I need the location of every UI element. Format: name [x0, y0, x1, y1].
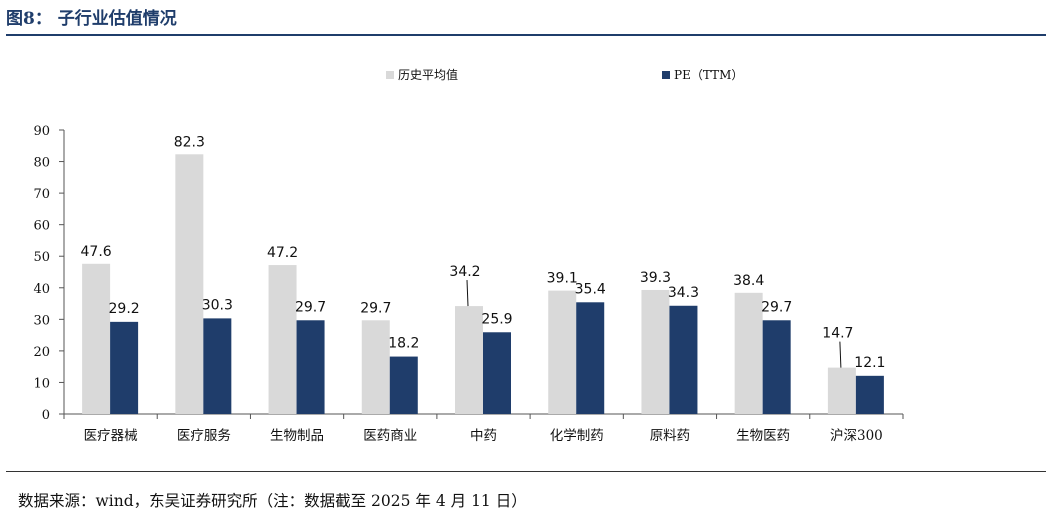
legend-swatch-1	[662, 71, 670, 79]
data-label-hist-6: 39.3	[640, 270, 671, 286]
bar-pe-8	[855, 375, 884, 414]
data-label-pe-1: 30.3	[202, 297, 233, 313]
bar-hist-1	[175, 154, 204, 414]
bar-hist-0	[82, 263, 111, 414]
bar-pe-7	[762, 320, 791, 414]
category-label-2: 生物制品	[270, 428, 324, 444]
y-tick-label: 60	[33, 219, 50, 234]
bar-pe-3	[389, 356, 418, 414]
footer-divider	[6, 471, 1046, 472]
legend-swatch-0	[386, 71, 394, 79]
data-label-hist-8: 14.7	[822, 326, 853, 342]
bar-pe-2	[296, 320, 325, 414]
category-label-1: 医疗服务	[177, 428, 231, 444]
category-label-6: 原料药	[650, 428, 691, 444]
bar-hist-6	[641, 289, 670, 414]
category-label-0: 医疗器械	[84, 428, 138, 444]
y-tick-label: 10	[33, 376, 50, 391]
bar-pe-0	[110, 321, 139, 414]
y-tick-label: 80	[33, 156, 50, 171]
y-tick-label: 40	[33, 282, 50, 297]
data-label-pe-6: 34.3	[668, 285, 699, 301]
y-tick-label: 30	[33, 313, 50, 328]
bar-hist-3	[361, 320, 390, 414]
category-label-5: 化学制药	[550, 428, 604, 444]
data-label-pe-5: 35.4	[575, 281, 606, 297]
legend-label-0: 历史平均值	[398, 67, 458, 82]
data-label-hist-1: 82.3	[174, 134, 205, 150]
bar-hist-4	[455, 306, 483, 414]
title-divider	[6, 34, 1046, 36]
bar-pe-1	[203, 318, 232, 414]
data-label-hist-3: 29.7	[360, 300, 391, 316]
y-tick-label: 70	[33, 187, 50, 202]
y-tick-label: 20	[33, 345, 50, 360]
category-label-7: 生物医药	[736, 428, 790, 444]
bar-pe-5	[576, 302, 605, 414]
data-label-pe-8: 12.1	[854, 355, 885, 371]
data-label-hist-7: 38.4	[733, 273, 764, 289]
bar-hist-7	[734, 292, 763, 414]
data-label-pe-3: 18.2	[388, 336, 419, 352]
data-label-pe-2: 29.7	[295, 299, 326, 315]
category-label-3: 医药商业	[363, 428, 417, 444]
bar-pe-4	[483, 332, 511, 414]
bar-hist-8	[827, 367, 856, 414]
y-tick-label: 90	[33, 124, 50, 139]
bar-hist-2	[268, 265, 297, 414]
data-label-hist-5: 39.1	[547, 271, 578, 287]
data-label-hist-4: 34.2	[449, 264, 480, 280]
bar-hist-5	[548, 290, 577, 414]
data-label-hist-2: 47.2	[267, 245, 298, 261]
legend-label-1: PE（TTM）	[674, 68, 743, 82]
category-label-8: 沪深300	[830, 428, 883, 444]
data-label-pe-0: 29.2	[109, 301, 140, 317]
data-label-hist-0: 47.6	[81, 244, 112, 260]
chart: 0 10 20 30 40 50 60 70 80 90 47.6 29.2 医疗器械 82.3 30.3 医…	[33, 67, 904, 444]
data-label-pe-7: 29.7	[761, 299, 792, 315]
y-tick-label: 0	[42, 408, 50, 423]
leader-line	[839, 341, 842, 368]
leader-line	[466, 280, 469, 307]
source-note: 数据来源：wind，东吴证券研究所（注：数据截至 2025 年 4 月 11 日…	[18, 492, 527, 510]
bar-pe-6	[669, 305, 698, 414]
category-label-4: 中药	[470, 428, 497, 444]
figure-title: 图8： 子行业估值情况	[6, 9, 177, 29]
data-label-pe-4: 25.9	[481, 311, 512, 327]
y-tick-label: 50	[33, 250, 50, 265]
